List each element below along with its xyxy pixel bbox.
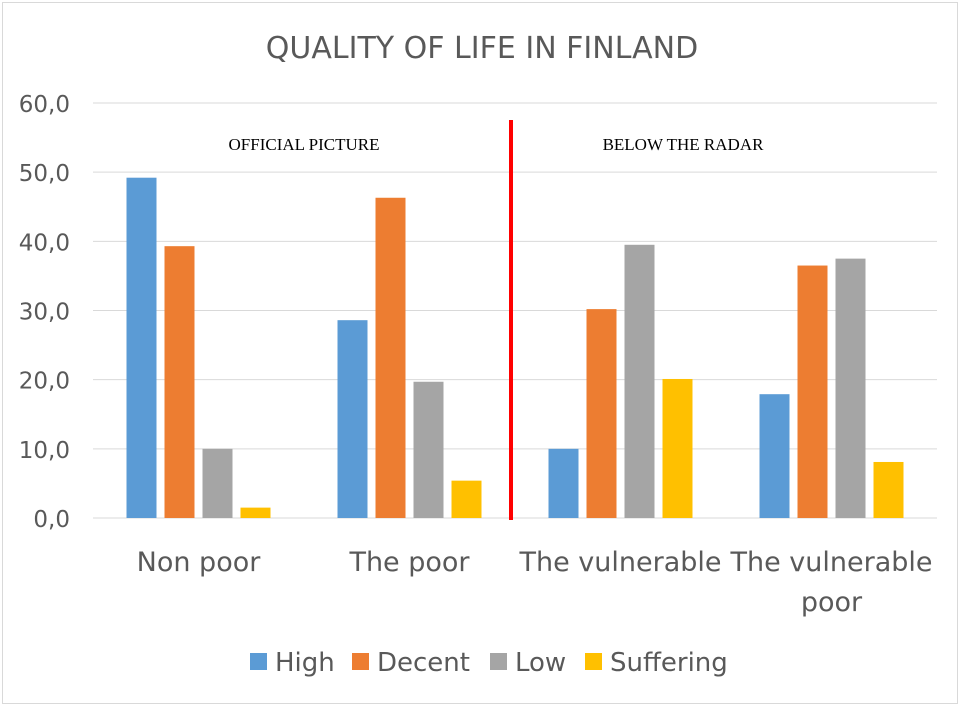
x-tick-label: The poor [348, 547, 470, 578]
legend: High Decent Low Suffering [250, 648, 728, 678]
y-tick-label: 50,0 [19, 161, 70, 187]
bar-suffering-2 [662, 378, 693, 518]
y-tick-label: 0,0 [33, 507, 70, 533]
legend-label-decent: Decent [377, 648, 470, 678]
x-axis-labels: Non poor The poor The vulnerable The vulner… [137, 547, 933, 618]
bar-decent-1 [375, 197, 406, 518]
bar-low-3 [835, 258, 866, 518]
x-tick-label: Non poor [137, 547, 262, 578]
bar-suffering-0 [240, 507, 271, 518]
legend-swatch-decent [352, 653, 369, 670]
bar-low-1 [413, 381, 444, 518]
bars [126, 177, 904, 519]
bar-suffering-1 [451, 480, 482, 518]
below-the-radar-label: BELOW THE RADAR [603, 135, 765, 154]
bar-decent-0 [164, 246, 195, 519]
x-tick-label: poor [801, 587, 863, 618]
y-axis-ticks: 0,0 10,0 20,0 30,0 40,0 50,0 60,0 [19, 92, 70, 533]
bar-low-0 [202, 448, 233, 518]
x-tick-label: The vulnerable [518, 547, 721, 578]
x-tick-label: The vulnerable [729, 547, 932, 578]
bar-low-2 [624, 244, 655, 518]
legend-swatch-high [250, 653, 267, 670]
y-tick-label: 40,0 [19, 230, 70, 256]
bar-decent-3 [797, 265, 828, 518]
bar-decent-2 [586, 309, 617, 518]
legend-label-high: High [275, 648, 335, 678]
official-picture-label: OFFICIAL PICTURE [229, 135, 380, 154]
bar-high-3 [759, 394, 790, 518]
chart-title: QUALITY OF LIFE IN FINLAND [266, 31, 698, 66]
gridlines [93, 102, 937, 519]
legend-label-low: Low [515, 648, 566, 678]
bar-high-1 [337, 320, 368, 518]
bar-high-2 [548, 448, 579, 518]
legend-swatch-suffering [585, 653, 602, 670]
y-tick-label: 60,0 [19, 92, 70, 118]
bar-high-0 [126, 177, 157, 518]
bar-suffering-3 [873, 461, 904, 518]
y-tick-label: 10,0 [19, 438, 70, 464]
legend-label-suffering: Suffering [610, 648, 728, 678]
legend-swatch-low [490, 653, 507, 670]
y-tick-label: 30,0 [19, 300, 70, 326]
y-tick-label: 20,0 [19, 369, 70, 395]
